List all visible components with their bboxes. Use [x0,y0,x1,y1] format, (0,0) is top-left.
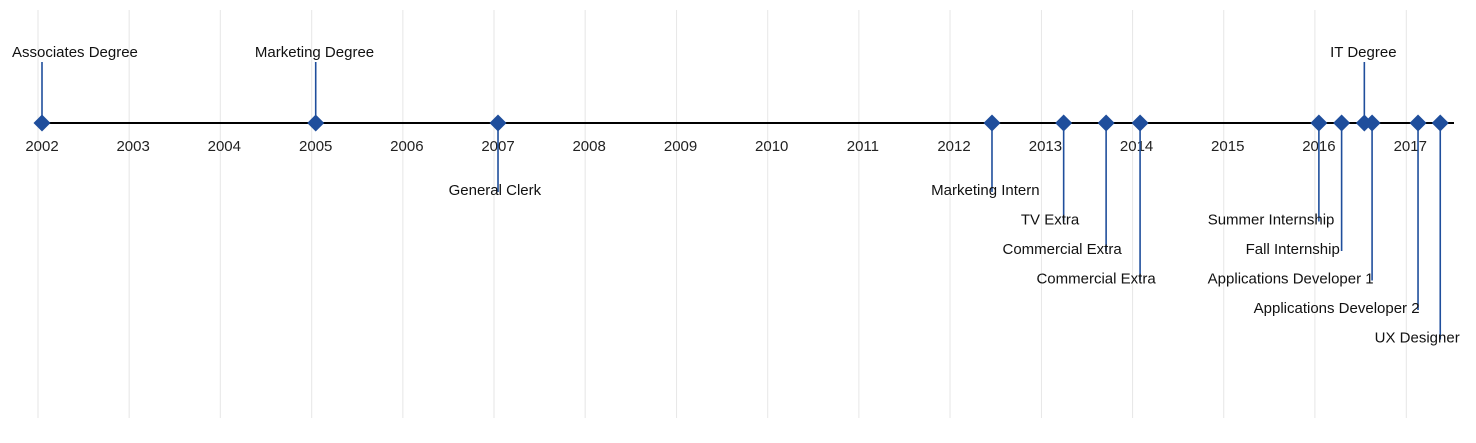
tick-label-2014: 2014 [1120,138,1153,155]
tick-label-2011: 2011 [847,138,879,155]
gridlines [37,10,1407,418]
event-label-0: Associates Degree [12,44,138,61]
event-3: Marketing Intern [931,114,1040,199]
event-marker-8 [1333,114,1351,132]
tick-label-2005: 2005 [299,138,332,155]
tick-label-2010: 2010 [755,138,788,155]
tick-label-2002: 2002 [25,138,58,155]
event-marker-3 [983,114,1001,132]
event-label-7: Summer Internship [1208,212,1335,229]
event-5: Commercial Extra [1003,114,1123,258]
tick-label-2015: 2015 [1211,138,1244,155]
event-label-8: Fall Internship [1246,241,1340,258]
event-2: General Clerk [449,114,542,199]
event-label-10: Applications Developer 1 [1208,271,1374,288]
event-label-9: IT Degree [1330,44,1396,61]
event-label-4: TV Extra [1021,212,1080,229]
event-label-12: UX Designer [1375,330,1460,347]
event-0: Associates Degree [12,44,138,132]
tick-label-2012: 2012 [937,138,970,155]
tick-label-2008: 2008 [572,138,605,155]
event-marker-1 [307,114,325,132]
event-label-3: Marketing Intern [931,182,1039,199]
event-1: Marketing Degree [255,44,374,132]
event-marker-5 [1097,114,1115,132]
tick-label-2009: 2009 [664,138,697,155]
event-marker-0 [33,114,51,132]
tick-label-2013: 2013 [1029,138,1062,155]
event-marker-11 [1409,114,1427,132]
event-label-11: Applications Developer 2 [1254,300,1420,317]
event-label-6: Commercial Extra [1036,271,1156,288]
event-marker-10 [1363,114,1381,132]
event-marker-4 [1055,114,1073,132]
timeline-events: Associates Degree Marketing Degree General… [12,44,1460,347]
event-4: TV Extra [1021,114,1080,229]
event-7: Summer Internship [1208,114,1335,229]
tick-label-2003: 2003 [116,138,149,155]
event-label-2: General Clerk [449,182,542,199]
event-8: Fall Internship [1246,114,1351,258]
tick-label-2004: 2004 [208,138,241,155]
event-marker-2 [489,114,507,132]
event-marker-7 [1310,114,1328,132]
event-marker-6 [1131,114,1149,132]
event-label-1: Marketing Degree [255,44,374,61]
tick-label-2006: 2006 [390,138,423,155]
year-tick-labels: 2002 2003 2004 2005 2006 2007 2008 2009 2010 2011… [25,138,1427,155]
event-11: Applications Developer 2 [1254,114,1427,317]
event-12: UX Designer [1375,114,1460,347]
event-marker-12 [1431,114,1449,132]
tick-label-2017: 2017 [1394,138,1427,155]
event-6: Commercial Extra [1036,114,1156,288]
event-10: Applications Developer 1 [1208,114,1381,288]
event-label-5: Commercial Extra [1003,241,1123,258]
